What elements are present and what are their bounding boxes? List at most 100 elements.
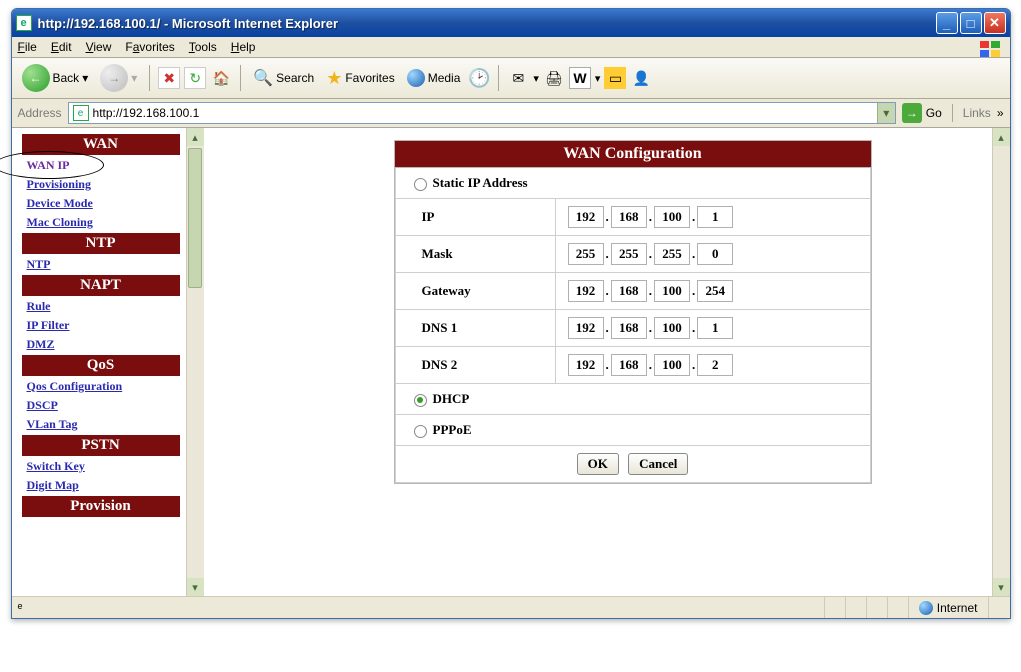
statusbar: e Internet — [12, 596, 1010, 618]
cancel-button[interactable]: Cancel — [628, 453, 688, 475]
sidebar-header-qos: QoS — [22, 355, 180, 376]
menu-favorites[interactable]: Favorites — [125, 40, 174, 54]
option-dhcp[interactable]: DHCP — [395, 384, 870, 415]
address-url: http://192.168.100.1 — [93, 106, 200, 120]
main-panel: WAN Configuration Static IP Address IP..… — [204, 128, 1010, 596]
ip-octet-1[interactable] — [568, 206, 604, 228]
search-button[interactable]: 🔍 Search — [249, 66, 318, 90]
radio-pppoe-icon[interactable] — [414, 425, 427, 438]
print-button[interactable]: 🖨 — [543, 67, 565, 89]
mask-octet-4[interactable] — [697, 243, 733, 265]
dot: . — [606, 357, 609, 373]
scroll-up-icon[interactable]: ▴ — [187, 128, 204, 146]
sidebar-item-wan-ip[interactable]: WAN IP — [22, 157, 180, 174]
dns2-octet-4[interactable] — [697, 354, 733, 376]
ie-icon: e — [16, 15, 32, 31]
ip-octet-2[interactable] — [611, 206, 647, 228]
radio-dhcp-icon[interactable] — [414, 394, 427, 407]
menu-tools[interactable]: Tools — [189, 40, 217, 54]
sidebar-item-ntp[interactable]: NTP — [22, 256, 180, 273]
refresh-button[interactable]: ↻ — [184, 67, 206, 89]
chevron-right-icon[interactable]: » — [997, 106, 1004, 120]
links-label: Links — [963, 106, 991, 120]
sidebar-item-switch-key[interactable]: Switch Key — [22, 458, 180, 475]
forward-button[interactable]: → ▾ — [96, 62, 141, 94]
ip-octet-4[interactable] — [697, 206, 733, 228]
dns2-octet-2[interactable] — [611, 354, 647, 376]
sidebar-item-provisioning[interactable]: Provisioning — [22, 176, 180, 193]
separator — [149, 65, 150, 91]
dns1-field: ... — [555, 310, 870, 347]
dot: . — [692, 246, 695, 262]
label-mask: Mask — [395, 236, 555, 273]
messenger-button[interactable]: 👤 — [630, 67, 652, 89]
sidebar-item-ip-filter[interactable]: IP Filter — [22, 317, 180, 334]
gateway-octet-2[interactable] — [611, 280, 647, 302]
menu-file[interactable]: File — [18, 40, 37, 54]
mask-octet-1[interactable] — [568, 243, 604, 265]
edit-button[interactable]: W — [569, 67, 591, 89]
sidebar-item-vlan-tag[interactable]: VLan Tag — [22, 416, 180, 433]
star-icon: ★ — [326, 68, 342, 89]
menu-help[interactable]: Help — [231, 40, 256, 54]
sidebar-scrollbar[interactable]: ▴ ▾ — [186, 128, 204, 596]
stop-button[interactable]: ✖ — [158, 67, 180, 89]
sidebar-header-pstn: PSTN — [22, 435, 180, 456]
scroll-down-icon[interactable]: ▾ — [993, 578, 1010, 596]
ip-octet-3[interactable] — [654, 206, 690, 228]
scroll-up-icon[interactable]: ▴ — [993, 128, 1010, 146]
mask-octet-3[interactable] — [654, 243, 690, 265]
sidebar-item-digit-map[interactable]: Digit Map — [22, 477, 180, 494]
sidebar-item-rule[interactable]: Rule — [22, 298, 180, 315]
dns2-field: ... — [555, 347, 870, 384]
dns1-octet-4[interactable] — [697, 317, 733, 339]
close-button[interactable]: ✕ — [984, 12, 1006, 34]
history-button[interactable]: 🕑 — [468, 67, 490, 89]
radio-static-icon[interactable] — [414, 178, 427, 191]
scroll-down-icon[interactable]: ▾ — [187, 578, 204, 596]
sidebar-item-device-mode[interactable]: Device Mode — [22, 195, 180, 212]
label-ip: IP — [395, 199, 555, 236]
sidebar-item-mac-cloning[interactable]: Mac Cloning — [22, 214, 180, 231]
dot: . — [606, 209, 609, 225]
windows-flag-icon — [978, 39, 1004, 59]
media-button[interactable]: Media — [403, 67, 465, 89]
back-button[interactable]: ← Back ▾ — [18, 62, 93, 94]
address-input[interactable]: e http://192.168.100.1 ▾ — [68, 102, 896, 124]
menu-edit[interactable]: Edit — [51, 40, 72, 54]
separator — [240, 65, 241, 91]
go-label: Go — [926, 106, 942, 120]
sidebar-item-dmz[interactable]: DMZ — [22, 336, 180, 353]
gateway-octet-1[interactable] — [568, 280, 604, 302]
ok-button[interactable]: OK — [577, 453, 619, 475]
toolbar: ← Back ▾ → ▾ ✖ ↻ 🏠 🔍 Search ★ Favorites … — [12, 58, 1010, 99]
option-pppoe[interactable]: PPPoE — [395, 415, 870, 446]
label-dns2: DNS 2 — [395, 347, 555, 384]
discuss-button[interactable]: ▭ — [604, 67, 626, 89]
option-static[interactable]: Static IP Address — [395, 168, 870, 199]
gateway-octet-3[interactable] — [654, 280, 690, 302]
favorites-button[interactable]: ★ Favorites — [322, 66, 399, 91]
sidebar-item-dscp[interactable]: DSCP — [22, 397, 180, 414]
home-button[interactable]: 🏠 — [210, 67, 232, 89]
minimize-button[interactable]: _ — [936, 12, 958, 34]
dns2-octet-3[interactable] — [654, 354, 690, 376]
dns1-octet-3[interactable] — [654, 317, 690, 339]
gateway-octet-4[interactable] — [697, 280, 733, 302]
menu-view[interactable]: View — [86, 40, 112, 54]
address-label: Address — [18, 106, 62, 120]
dns1-octet-1[interactable] — [568, 317, 604, 339]
scroll-thumb[interactable] — [188, 148, 202, 288]
main-scrollbar[interactable]: ▴ ▾ — [992, 128, 1010, 596]
sidebar-item-qos-configuration[interactable]: Qos Configuration — [22, 378, 180, 395]
mask-octet-2[interactable] — [611, 243, 647, 265]
sidebar-header-ntp: NTP — [22, 233, 180, 254]
sidebar-header-wan: WAN — [22, 134, 180, 155]
dns2-octet-1[interactable] — [568, 354, 604, 376]
go-button[interactable]: → — [902, 103, 922, 123]
dns1-octet-2[interactable] — [611, 317, 647, 339]
address-dropdown-icon[interactable]: ▾ — [877, 103, 895, 123]
maximize-button[interactable]: □ — [960, 12, 982, 34]
internet-zone-icon — [919, 601, 933, 615]
mail-button[interactable]: ✉ — [507, 67, 529, 89]
